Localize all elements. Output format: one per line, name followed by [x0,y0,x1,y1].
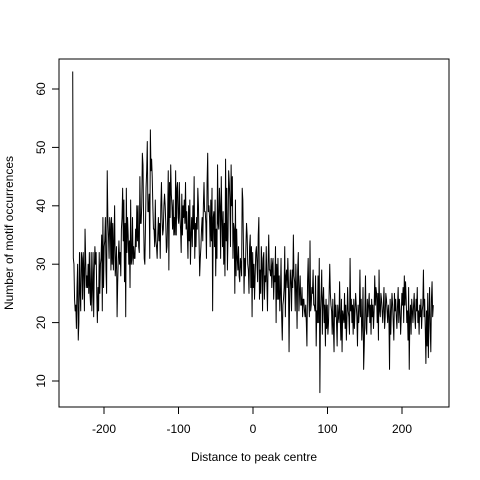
y-tick-label: 60 [34,82,48,96]
y-axis-label: Number of motif occurrences [2,156,16,310]
series-line [72,71,434,394]
y-tick-label: 20 [34,316,48,330]
x-axis-label: Distance to peak centre [191,450,317,464]
y-tick-label: 50 [34,140,48,154]
y-tick-label: 10 [34,374,48,388]
x-tick-label: 100 [317,422,337,436]
x-tick-label: -200 [92,422,116,436]
y-tick-label: 30 [34,257,48,271]
x-tick-label: 200 [392,422,412,436]
x-tick-label: 0 [250,422,257,436]
y-tick-label: 40 [34,199,48,213]
x-axis: -200 -100 0 100 200 [92,406,412,436]
y-axis: 10 20 30 40 50 60 [34,82,60,388]
x-tick-label: -100 [166,422,190,436]
